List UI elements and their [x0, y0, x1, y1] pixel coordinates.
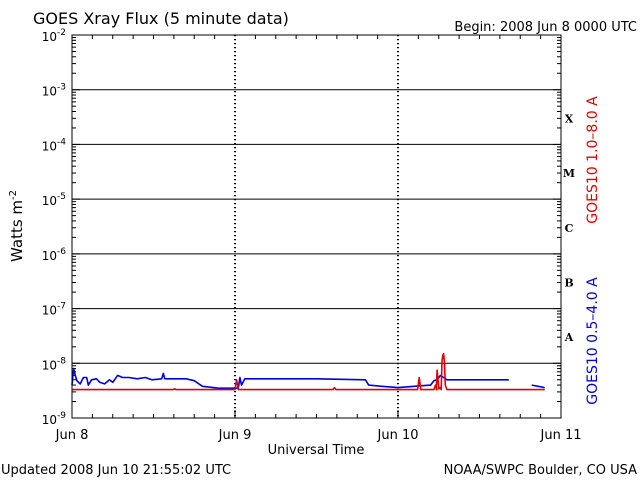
x-tick-labels: Jun 8 Jun 9 Jun 10 Jun 11 — [55, 428, 582, 443]
y-tick-label: 10-5 — [42, 192, 66, 208]
flare-class-label: B — [564, 276, 573, 289]
flare-class-label: C — [565, 222, 574, 235]
series-line — [72, 352, 545, 391]
y-tick-label: 10-2 — [42, 28, 66, 44]
y-tick-label: 10-7 — [42, 302, 66, 318]
legend-short-channel: GOES10 0.5–4.0 A — [585, 277, 601, 405]
y-tick-label: 10-3 — [42, 83, 66, 99]
chart-title: GOES Xray Flux (5 minute data) — [33, 9, 289, 28]
flare-class-label: X — [565, 112, 574, 125]
y-tick-base: 10 — [42, 85, 57, 99]
x-tick-label: Jun 8 — [55, 428, 89, 443]
y-axis-label-main: Watts m — [8, 200, 26, 262]
flare-class-labels: X M C B A — [563, 112, 575, 344]
y-tick-base: 10 — [42, 30, 57, 44]
y-tick-labels: 10-210-310-410-510-610-710-810-9 — [42, 28, 67, 427]
y-axis-label-sup: -2 — [8, 190, 19, 200]
y-tick-base: 10 — [42, 358, 57, 372]
y-tick-label: 10-9 — [42, 411, 67, 427]
y-tick-exponent: -6 — [57, 247, 66, 257]
series-layer — [71, 352, 545, 391]
y-tick-exponent: -3 — [57, 83, 66, 93]
y-tick-exponent: -7 — [57, 302, 66, 312]
y-axis-label: Watts m-2 — [8, 190, 26, 262]
y-tick-base: 10 — [42, 139, 57, 153]
y-tick-base: 10 — [42, 194, 57, 208]
plot-frame — [71, 34, 562, 419]
begin-label: Begin: 2008 Jun 8 0000 UTC — [454, 20, 637, 35]
y-tick-exponent: -4 — [57, 137, 66, 147]
y-tick-exponent: -8 — [57, 356, 66, 366]
y-tick-exponent: -5 — [57, 192, 66, 202]
flare-class-label: A — [564, 331, 574, 344]
flare-class-label: M — [563, 167, 575, 180]
x-tick-label: Jun 10 — [377, 428, 419, 443]
x-tick-label: Jun 11 — [540, 428, 582, 443]
legend-long-channel: GOES10 1.0–8.0 A — [585, 96, 601, 224]
y-tick-base: 10 — [42, 304, 57, 318]
credit-label: NOAA/SWPC Boulder, CO USA — [444, 463, 637, 478]
y-tick-base: 10 — [42, 249, 57, 263]
y-tick-exponent: -2 — [57, 28, 66, 38]
y-tick-label: 10-4 — [42, 137, 67, 153]
y-tick-label: 10-8 — [42, 356, 67, 372]
y-tick-label: 10-6 — [42, 247, 67, 263]
series-line — [531, 384, 545, 389]
x-tick-label: Jun 9 — [218, 428, 252, 443]
y-tick-exponent: -9 — [57, 411, 66, 421]
x-axis-label: Universal Time — [268, 443, 365, 458]
updated-timestamp: Updated 2008 Jun 10 21:55:02 UTC — [1, 463, 231, 478]
y-tick-base: 10 — [42, 413, 57, 427]
